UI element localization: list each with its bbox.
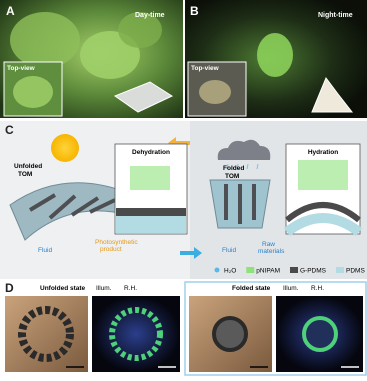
panel-label: C	[5, 123, 14, 137]
indicator: R.H.	[311, 285, 324, 292]
pdms-layer	[116, 216, 186, 233]
g-pdms-layer	[116, 208, 186, 216]
state-label: Unfolded state	[40, 285, 86, 292]
panel-label: B	[190, 4, 199, 18]
caption: Night-time	[318, 12, 353, 19]
g-pdms-layer	[285, 202, 361, 223]
leaf	[257, 33, 293, 77]
rain	[226, 163, 259, 170]
legend-label: PDMS	[346, 268, 365, 275]
state-label: Folded state	[232, 285, 271, 292]
sun	[51, 134, 79, 162]
box-title: Dehydration	[132, 149, 170, 156]
frame	[184, 281, 367, 376]
caption: Day-time	[135, 12, 165, 19]
leaf	[13, 76, 53, 108]
indicator: Illum.	[283, 285, 299, 292]
legend: H₂O pNIPAM G-PDMS PDMS	[214, 267, 365, 275]
leaf	[118, 12, 162, 48]
legend-swatch	[214, 267, 220, 273]
panel-label: A	[6, 4, 15, 18]
indicator: R.H.	[124, 285, 137, 292]
device	[18, 306, 74, 362]
device	[302, 316, 338, 352]
legend-swatch	[290, 267, 298, 273]
arrow	[180, 247, 202, 259]
inset-label: Top-view	[191, 65, 220, 72]
box-title: Hydration	[308, 149, 338, 156]
indicator: Illum.	[96, 285, 112, 292]
device	[212, 316, 248, 352]
legend-label: pNIPAM	[256, 268, 280, 275]
pnipam	[298, 160, 348, 190]
leaf	[199, 80, 231, 104]
g-pdms-strips	[28, 193, 116, 220]
g-pdms-strips	[224, 184, 256, 224]
pnipam	[130, 166, 170, 190]
product-label: Photosynthetic product	[95, 239, 138, 253]
leaf	[10, 12, 80, 68]
legend-label: H₂O	[224, 268, 236, 275]
sheet-folded	[311, 76, 354, 113]
sheet-unfolded	[113, 81, 174, 113]
device	[109, 307, 163, 361]
legend-swatch	[336, 267, 344, 273]
inset-label: Top-view	[7, 65, 36, 72]
cloud	[217, 139, 271, 160]
panel-label: D	[5, 281, 14, 295]
legend-label: G-PDMS	[300, 268, 327, 275]
fluid-label: Fluid	[38, 247, 52, 254]
product-label: Raw materials	[258, 241, 285, 255]
fluid-label: Fluid	[222, 247, 236, 254]
pdms-layer	[283, 213, 363, 237]
state-label: Unfolded TOM	[14, 163, 42, 178]
legend-swatch	[246, 267, 255, 273]
state-label: Folded TOM	[223, 165, 244, 180]
